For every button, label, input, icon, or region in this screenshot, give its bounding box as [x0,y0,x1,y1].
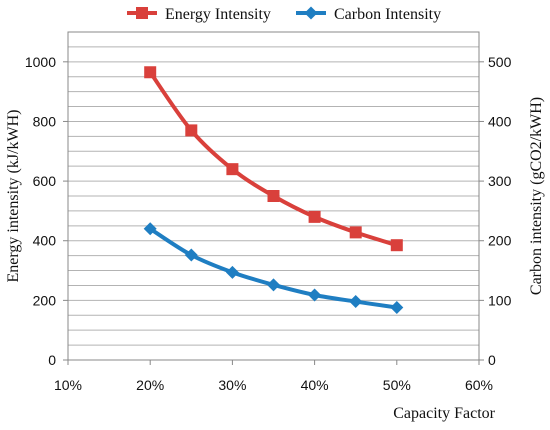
y2-tick-label: 100 [488,292,512,308]
y2-tick-label: 500 [488,54,512,70]
legend: Energy Intensity Carbon Intensity [127,6,441,23]
y-tick-label: 600 [33,173,57,189]
data-point [226,163,239,176]
y-tick-label: 800 [33,113,57,129]
y-axis-left-ticks: 0 200 400 600 800 1000 [25,54,68,368]
y2-tick-label: 200 [488,233,512,249]
y-axis-right-label: Carbon intensity (gCO2/kWH) [528,97,545,295]
legend-swatch-marker [136,7,148,19]
legend-label: Energy Intensity [165,6,271,23]
data-point [390,301,404,315]
plot-area [67,31,480,361]
y2-tick-label: 0 [488,352,496,368]
legend-label: Carbon Intensity [334,6,441,23]
data-point [185,124,198,137]
series-carbon-intensity [143,222,404,315]
legend-item: Carbon Intensity [296,6,441,23]
data-point [349,295,363,309]
data-point [390,239,403,252]
data-point [267,190,280,202]
legend-swatch-marker [304,6,318,20]
data-point [143,222,157,236]
data-point [184,248,198,262]
data-point [267,278,280,292]
series-group [143,66,404,315]
x-tick-label: 60% [465,377,493,393]
x-axis-ticks: 10% 20% 30% 40% 50% 60% [54,360,493,393]
y-tick-label: 400 [33,233,57,249]
x-tick-label: 50% [383,377,411,393]
y-tick-label: 1000 [25,54,56,70]
data-point [225,265,239,279]
x-tick-label: 10% [54,377,82,393]
y-axis-left-label: Energy intensity (kJ/kWH) [5,109,22,282]
x-axis-label: Capacity Factor [393,405,495,422]
x-tick-label: 20% [136,377,164,393]
legend-item: Energy Intensity [127,6,271,23]
gridlines [68,46,479,346]
series-line [148,71,398,248]
series-energy-intensity [144,66,403,252]
x-tick-label: 30% [218,377,246,393]
y2-tick-label: 300 [488,173,512,189]
data-point [308,288,322,302]
y-tick-label: 0 [48,352,56,368]
data-point [308,210,321,223]
data-point [144,66,157,79]
y2-tick-label: 400 [488,113,512,129]
y-tick-label: 200 [33,292,57,308]
data-point [349,226,362,239]
x-tick-label: 40% [301,377,329,393]
y-axis-right-ticks: 0 100 200 300 400 500 [479,54,512,368]
